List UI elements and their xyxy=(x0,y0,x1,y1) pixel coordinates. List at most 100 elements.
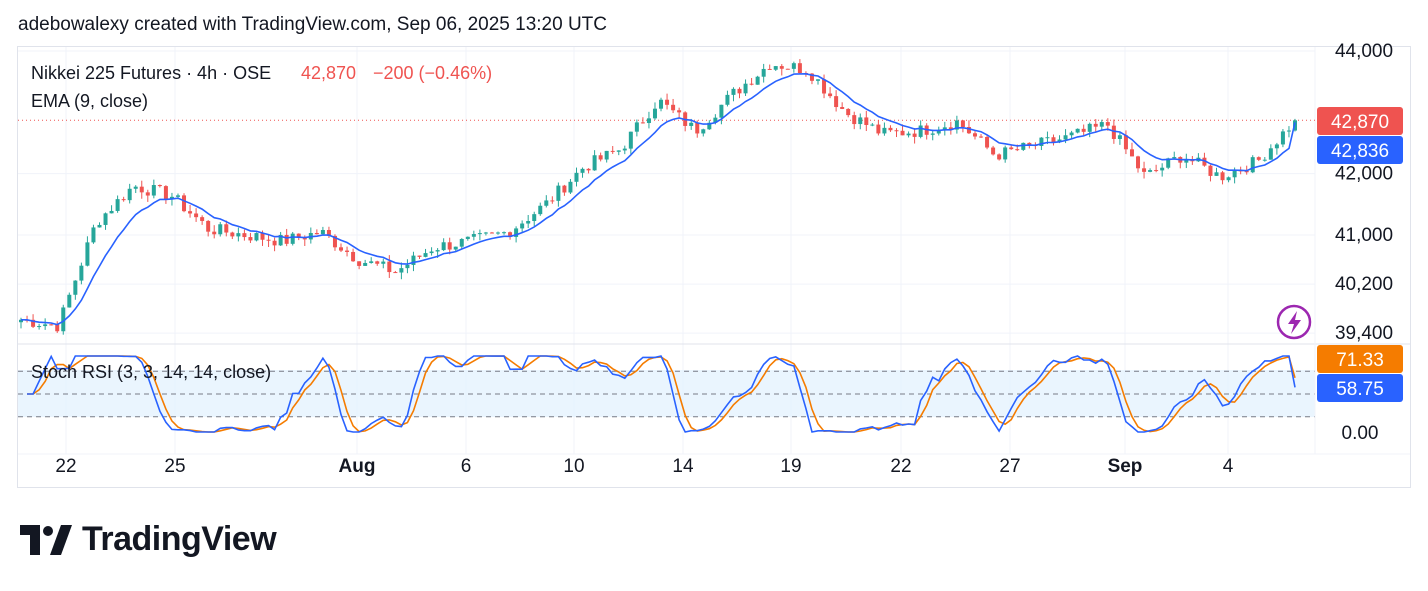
candle-down xyxy=(326,230,331,236)
tradingview-logo-icon xyxy=(20,524,72,555)
candle-down xyxy=(985,136,990,148)
lightning-icon[interactable] xyxy=(1276,304,1312,340)
time-tick-label: 22 xyxy=(890,456,911,477)
candle-up xyxy=(495,232,500,234)
time-tick-label: Sep xyxy=(1108,456,1143,477)
candle-up xyxy=(218,224,223,235)
candle-down xyxy=(1256,157,1261,160)
candle-up xyxy=(882,127,887,134)
candle-down xyxy=(489,232,494,234)
candle-up xyxy=(514,228,519,237)
candle-down xyxy=(822,79,827,94)
candle-down xyxy=(610,150,615,152)
candle-up xyxy=(1117,135,1122,139)
candle-up xyxy=(1184,159,1189,163)
candle-up xyxy=(1075,128,1080,133)
candle-up xyxy=(689,122,694,126)
candle-up xyxy=(169,196,174,200)
candle-up xyxy=(1280,131,1285,145)
candle-down xyxy=(1202,157,1207,166)
candle-up xyxy=(73,280,78,295)
candle-up xyxy=(127,188,132,201)
candle-up xyxy=(502,232,507,234)
tradingview-brand[interactable]: TradingView xyxy=(20,520,277,559)
candle-up xyxy=(761,68,766,77)
candle-up xyxy=(707,122,712,130)
candle-up xyxy=(1262,159,1267,161)
candle-down xyxy=(508,232,513,237)
candle-down xyxy=(447,242,452,250)
candle-down xyxy=(248,237,253,241)
candle-up xyxy=(453,246,458,250)
candle-down xyxy=(230,232,235,237)
time-tick-label: 25 xyxy=(164,456,185,477)
candle-down xyxy=(1009,147,1014,150)
candle-up xyxy=(701,129,706,134)
candle-down xyxy=(852,115,857,125)
legend-last-price: 42,870 xyxy=(301,63,356,83)
candle-down xyxy=(1093,123,1098,127)
candle-down xyxy=(351,251,356,262)
candle-up xyxy=(381,261,386,264)
chart-frame xyxy=(17,46,1411,488)
candle-up xyxy=(109,210,114,214)
candle-down xyxy=(960,120,965,127)
candle-down xyxy=(302,237,307,240)
time-tick-label: 22 xyxy=(55,456,76,477)
candle-up xyxy=(634,122,639,132)
candle-down xyxy=(200,217,205,221)
candle-up xyxy=(43,324,48,327)
candle-down xyxy=(846,108,851,116)
candle-down xyxy=(834,96,839,108)
price-tick-label: 39,400 xyxy=(1335,323,1393,344)
candle-down xyxy=(375,261,380,264)
candle-up xyxy=(278,234,283,246)
candle-up xyxy=(725,94,730,105)
candle-down xyxy=(888,127,893,131)
candle-up xyxy=(773,66,778,70)
candle-up xyxy=(103,213,108,225)
time-axis: 22 25 Aug 6 10 14 19 22 27 Sep 4 xyxy=(55,456,1233,477)
candle-up xyxy=(405,264,410,269)
candle-down xyxy=(991,147,996,155)
candle-down xyxy=(284,234,289,244)
candle-down xyxy=(900,130,905,136)
candle-up xyxy=(37,326,42,328)
candle-up xyxy=(423,253,428,257)
candle-up xyxy=(1021,142,1026,150)
candle-down xyxy=(828,93,833,97)
candle-down xyxy=(966,126,971,134)
stoch-k-badge xyxy=(1317,374,1403,402)
candle-down xyxy=(1111,125,1116,139)
candle-up xyxy=(1214,172,1219,176)
candle-down xyxy=(31,319,36,327)
candle-up xyxy=(369,261,374,263)
candle-down xyxy=(1015,149,1020,151)
candle-down xyxy=(314,232,319,235)
candle-up xyxy=(363,262,368,266)
candle-up xyxy=(870,124,875,126)
candle-up xyxy=(1087,123,1092,132)
candle-up xyxy=(1063,135,1068,140)
candle-up xyxy=(1226,177,1231,181)
candle-up xyxy=(1250,157,1255,173)
time-tick-label: 14 xyxy=(672,456,694,477)
candle-up xyxy=(942,127,947,131)
candle-up xyxy=(1069,132,1074,136)
price-tick-label: 42,000 xyxy=(1335,164,1393,185)
candle-up xyxy=(628,131,633,149)
candle-up xyxy=(526,220,531,224)
candle-up xyxy=(1232,170,1237,178)
legend-ema: EMA (9, close) xyxy=(31,91,148,111)
candle-up xyxy=(459,238,464,247)
candle-down xyxy=(809,73,814,81)
candle-down xyxy=(1136,156,1141,169)
price-tick-label: 44,000 xyxy=(1335,41,1393,62)
price-tick-label: 41,000 xyxy=(1335,225,1393,246)
ema-badge-text: 42,836 xyxy=(1331,141,1389,162)
candle-down xyxy=(272,240,277,246)
candle-down xyxy=(1081,128,1086,132)
candle-down xyxy=(224,224,229,233)
